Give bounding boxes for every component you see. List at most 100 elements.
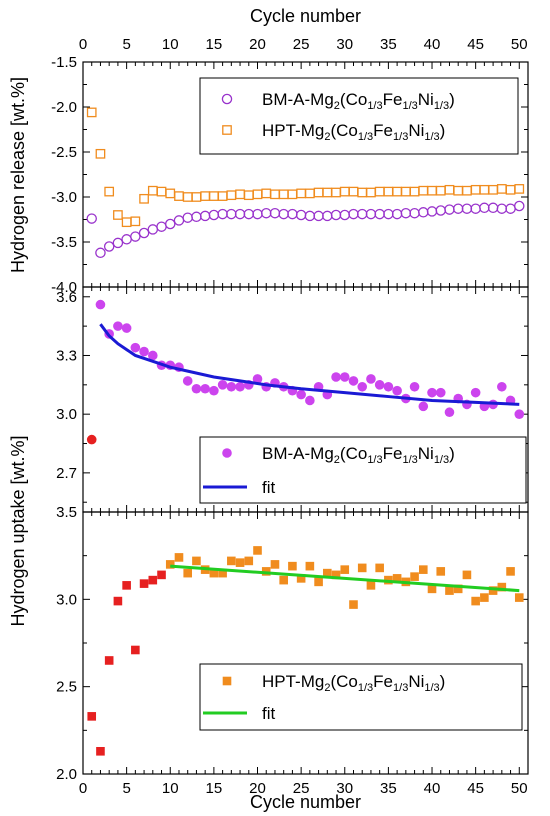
data-point	[400, 186, 411, 197]
data-point	[323, 568, 332, 578]
data-point	[436, 567, 446, 576]
legend-text-part: Ni	[408, 672, 424, 691]
data-point	[130, 216, 141, 227]
data-point	[435, 387, 446, 398]
data-point	[392, 186, 402, 197]
bottom-x-tick-label: 50	[511, 780, 528, 797]
bottom-x-axis-title: Cycle number	[250, 792, 361, 812]
data-point	[199, 210, 211, 222]
activation-point	[87, 712, 97, 721]
data-point	[269, 207, 281, 219]
data-point	[410, 572, 419, 581]
y-tick-label: -2.5	[51, 144, 77, 161]
legend-label: BM-A-Mg2(Co1/3Fe1/3Ni1/3)	[262, 90, 455, 112]
legend-subscript: 2	[334, 100, 340, 112]
data-point	[252, 189, 263, 200]
axis-titles: 0 5 10 15 20 25 30 35 40 45 50 0 5 10 15 20 25 30 35 40 45 50…	[8, 6, 528, 812]
data-point	[165, 188, 176, 199]
bottom-x-tick-label: 40	[424, 780, 441, 797]
data-point	[305, 395, 315, 406]
legend-text-part: Fe	[373, 672, 393, 691]
data-point	[505, 184, 516, 195]
data-point	[470, 184, 481, 195]
y-tick-label: -3.0	[51, 189, 77, 206]
legend-subscript: 2	[324, 682, 330, 694]
data-point	[139, 346, 149, 357]
legend-box	[199, 436, 527, 504]
bottom-x-tick-label: 35	[380, 780, 397, 797]
data-point	[217, 191, 228, 201]
data-point	[506, 567, 515, 576]
data-point	[418, 565, 428, 574]
bottom-x-tick-label: 30	[336, 780, 353, 797]
data-point	[182, 376, 193, 386]
data-point	[209, 568, 219, 578]
activation-point	[104, 656, 114, 665]
data-point	[418, 185, 429, 196]
data-point	[374, 380, 385, 390]
y-tick-label: 3.0	[56, 591, 77, 608]
data-point	[279, 575, 288, 585]
data-point	[496, 184, 507, 194]
y-tick-label: 2.7	[56, 465, 77, 482]
data-point	[165, 560, 175, 569]
data-point	[374, 186, 385, 197]
data-point	[174, 191, 184, 201]
y-tick-label: 3.5	[56, 504, 77, 521]
legend-text-part: Fe	[383, 90, 403, 109]
data-point	[192, 556, 201, 566]
legend-text-part: )	[449, 444, 455, 463]
data-point	[217, 380, 228, 390]
data-point	[452, 203, 464, 214]
data-point	[357, 187, 368, 198]
legend-fit-label: fit	[262, 478, 276, 497]
data-point	[514, 200, 525, 212]
legend-text-part: (Co	[330, 672, 357, 691]
data-point	[103, 241, 115, 252]
data-point	[235, 381, 245, 392]
data-point	[427, 387, 437, 398]
data-point	[383, 381, 394, 392]
data-point	[191, 211, 202, 223]
panel-hydrogen-uptake-bm: 3.63.33.02.7BM-A-Mg2(Co1/3Fe1/3Ni1/3)fit	[56, 286, 529, 513]
legend-marker	[222, 125, 232, 135]
data-point	[217, 208, 228, 220]
data-point	[287, 208, 298, 220]
fit-line	[99, 323, 520, 406]
data-point	[497, 582, 507, 592]
data-point	[480, 593, 489, 602]
legend-text-part: Ni	[408, 121, 424, 140]
data-point	[339, 372, 350, 382]
y-tick-label: 3.3	[56, 347, 77, 364]
data-point	[200, 383, 210, 394]
data-point	[514, 184, 525, 194]
data-point	[505, 203, 516, 214]
data-point	[348, 208, 359, 220]
data-point	[253, 546, 262, 555]
data-point	[488, 586, 498, 595]
top-x-axis-title: Cycle number	[250, 6, 361, 26]
y-tick-label: 3.6	[56, 289, 77, 306]
data-point	[435, 185, 446, 196]
data-point	[288, 561, 297, 571]
y-axis-title-uptake: Hydrogen uptake [wt.%]	[8, 435, 28, 626]
legend-box	[199, 663, 523, 731]
data-point	[313, 210, 324, 222]
legend-label: BM-A-Mg2(Co1/3Fe1/3Ni1/3)	[262, 444, 455, 466]
data-point	[200, 191, 211, 201]
legend-subscript: 1/3	[367, 454, 382, 466]
legend-text-part: HPT-Mg	[262, 672, 324, 691]
data-point	[365, 208, 377, 220]
data-point	[147, 224, 159, 235]
activation-point	[131, 645, 140, 655]
data-point	[461, 203, 473, 214]
data-point	[305, 561, 315, 571]
data-point	[418, 401, 429, 412]
data-point	[243, 208, 255, 220]
data-point	[296, 574, 306, 583]
legend-subscript: 1/3	[402, 100, 417, 112]
legend-subscript: 1/3	[393, 131, 408, 143]
data-point	[252, 208, 263, 220]
data-point	[313, 187, 324, 198]
legend-marker	[222, 448, 232, 458]
